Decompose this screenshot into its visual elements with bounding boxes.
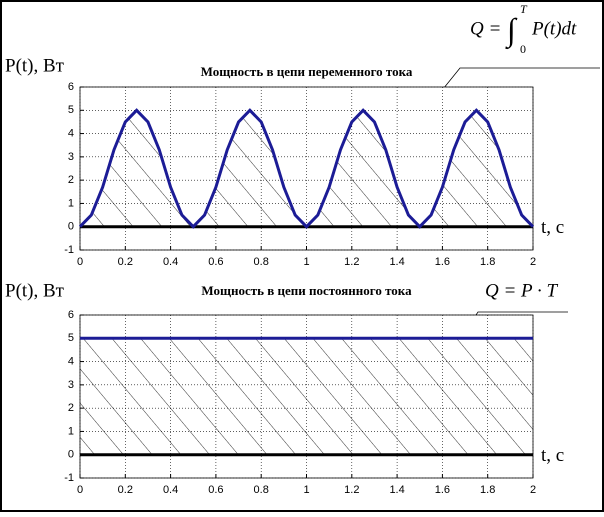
y-tick-label: 3: [68, 379, 74, 391]
x-tick-label: 0.6: [208, 256, 223, 268]
formula-lower: 0: [520, 42, 526, 56]
y-tick-label: 2: [68, 174, 74, 186]
x-axis-label: t, c: [541, 445, 564, 466]
y-axis-label: P(t), Вт: [5, 280, 65, 301]
y-tick-label: 6: [68, 81, 74, 93]
y-tick-label: 1: [68, 197, 74, 209]
series-line: [78, 108, 535, 229]
x-tick-label: 0: [77, 484, 83, 496]
chart-title: Мощность в цепи постоянного тока: [201, 283, 412, 298]
y-tick-label: -1: [64, 472, 74, 484]
y-tick-label: 0: [68, 221, 74, 233]
y-tick-label: 6: [68, 309, 74, 321]
formula-lhs: Q =: [470, 18, 501, 39]
y-tick-label: 1: [68, 425, 74, 437]
x-tick-label: 1.8: [480, 256, 495, 268]
formula-integrand: P(t)dt: [531, 18, 577, 39]
x-tick-label: 0.4: [163, 256, 178, 268]
x-tick-label: 1.4: [389, 256, 404, 268]
x-tick-label: 1.2: [344, 484, 359, 496]
x-tick-label: 0: [77, 256, 83, 268]
x-tick-label: 2: [530, 484, 536, 496]
chart-title: Мощность в цепи переменного тока: [201, 64, 413, 79]
x-tick-label: 2: [530, 256, 536, 268]
y-tick-label: 4: [68, 355, 74, 367]
x-axis-label: t, c: [541, 217, 564, 238]
y-tick-label: 0: [68, 449, 74, 461]
y-tick-label: 3: [68, 151, 74, 163]
x-tick-label: 1: [303, 484, 309, 496]
x-tick-label: 1: [303, 256, 309, 268]
x-tick-label: 0.8: [254, 484, 269, 496]
y-tick-label: 5: [68, 332, 74, 344]
y-axis-label: P(t), Вт: [5, 55, 65, 76]
x-tick-label: 1.6: [435, 256, 450, 268]
x-tick-label: 0.6: [208, 484, 223, 496]
x-tick-label: 1.8: [480, 484, 495, 496]
y-tick-label: 5: [68, 104, 74, 116]
x-tick-label: 0.2: [118, 484, 133, 496]
y-tick-label: 2: [68, 402, 74, 414]
formula-integral: ∫: [505, 11, 518, 49]
formula-upper: T: [520, 2, 528, 16]
x-tick-label: 1.6: [435, 484, 450, 496]
formula: Q = P · T: [485, 280, 559, 301]
x-tick-label: 1.4: [389, 484, 404, 496]
x-tick-label: 0.4: [163, 484, 178, 496]
x-tick-label: 1.2: [344, 256, 359, 268]
y-tick-label: 4: [68, 127, 74, 139]
y-tick-label: -1: [64, 244, 74, 256]
x-tick-label: 0.2: [118, 256, 133, 268]
x-tick-label: 0.8: [254, 256, 269, 268]
